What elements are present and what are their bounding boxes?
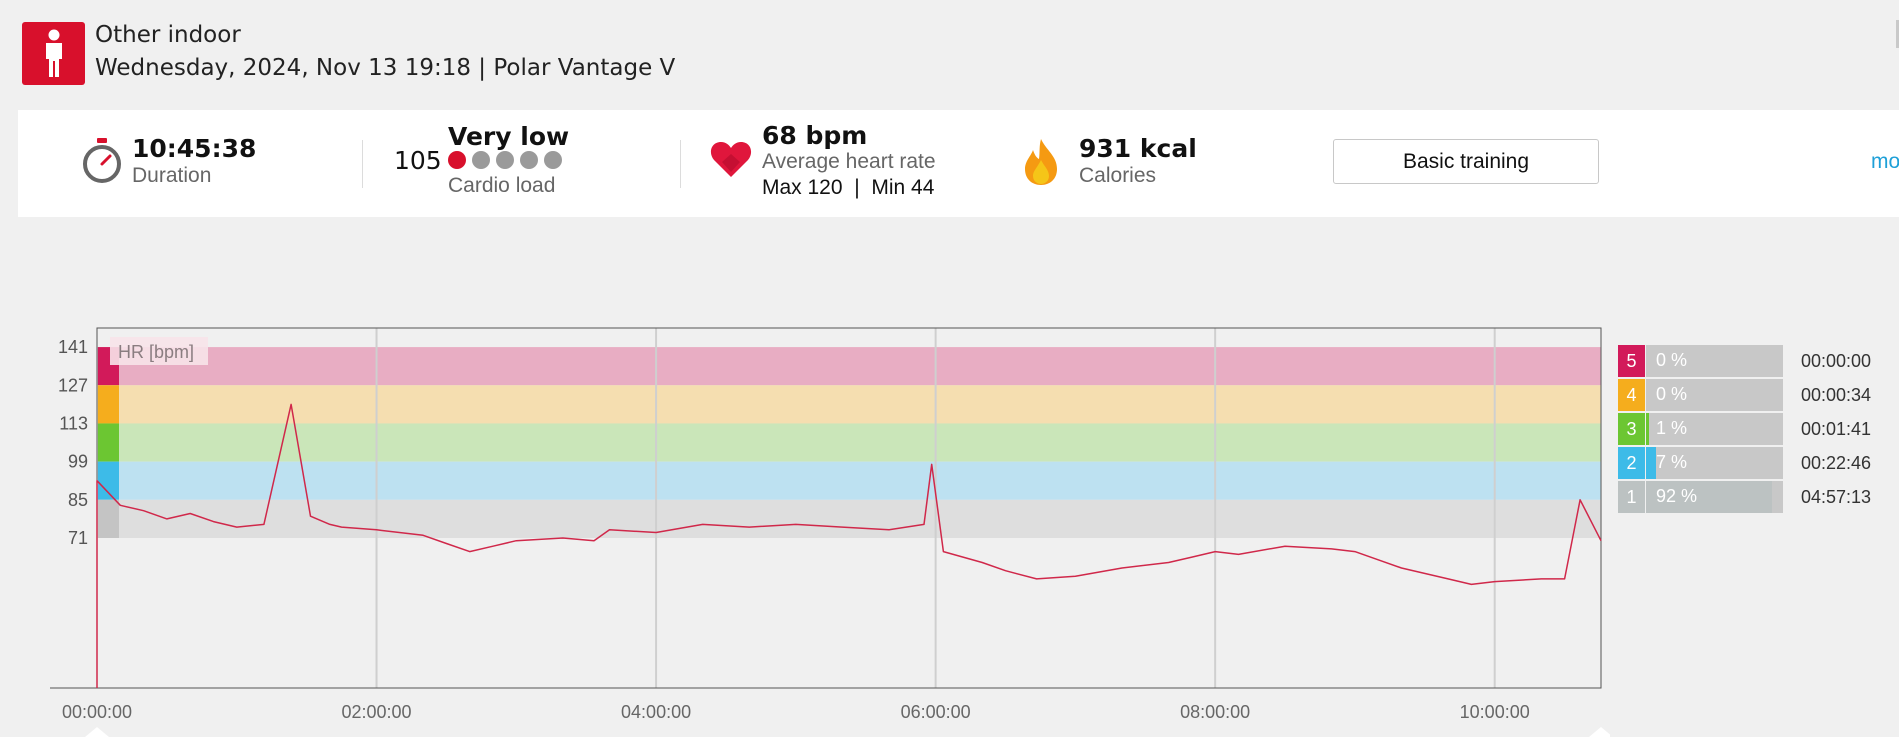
zone-percent: 7 %: [1656, 452, 1688, 472]
avg-hr-value: 68 bpm: [762, 121, 868, 150]
zone-number-5: 5: [1618, 345, 1645, 377]
ylabel-bg: [110, 337, 208, 365]
zone-number-2: 2: [1618, 447, 1645, 479]
zone-bar-4: 0 %: [1646, 379, 1783, 411]
zone-bar-fill: [1646, 447, 1656, 479]
zone-time: 00:00:00: [1801, 351, 1872, 371]
basic-training-button[interactable]: Basic training: [1333, 139, 1599, 184]
hr-line: [96, 403, 1602, 688]
x-tick-label: 10:00:00: [1460, 702, 1530, 722]
zone-time: 00:01:41: [1801, 419, 1872, 439]
zone-bar-1: 92 %: [1646, 481, 1783, 513]
hr-zone-marker-3: [98, 423, 119, 462]
hr-zone-band-1: [97, 499, 1601, 538]
summary-bar: 10:45:38 Duration 105 Very low Cardio lo…: [18, 110, 1899, 217]
zone-percent: 92 %: [1656, 486, 1698, 506]
divider: [680, 140, 681, 188]
heart-icon: [710, 140, 752, 183]
flame-icon: [1024, 138, 1058, 191]
hr-zone-marker-4: [98, 385, 119, 424]
hr-zone-band-2: [97, 461, 1601, 500]
hr-zone-marker-1: [98, 499, 119, 538]
zone-time: 00:22:46: [1801, 453, 1872, 473]
y-axis-label: HR [bpm]: [118, 342, 194, 362]
range-handle-right[interactable]: [1589, 727, 1610, 737]
scroll-edge: [1896, 20, 1899, 48]
cardio-load-value: 105: [394, 146, 442, 175]
y-tick-label: 85: [68, 490, 88, 510]
zone-percent: 0 %: [1656, 384, 1688, 404]
x-tick-label: 08:00:00: [1180, 702, 1250, 722]
zone-time: 00:00:34: [1801, 385, 1872, 405]
zone-bar-3: 1 %: [1646, 413, 1783, 445]
calories-label: Calories: [1079, 164, 1157, 187]
zone-bar-fill: [1646, 413, 1649, 445]
hr-zone-band-4: [97, 385, 1601, 424]
x-tick-label: 00:00:00: [62, 702, 132, 722]
zone-number-1: 1: [1618, 481, 1645, 513]
cardio-load-dot: [448, 151, 466, 169]
avg-hr-label: Average heart rate: [762, 150, 936, 173]
hr-zone-marker-2: [98, 461, 119, 500]
cardio-load-dot: [520, 151, 538, 169]
zone-time: 04:57:13: [1801, 487, 1872, 507]
x-tick-label: 04:00:00: [621, 702, 691, 722]
cardio-level: Very low: [448, 122, 570, 151]
zone-bar-fill: [1646, 481, 1773, 513]
y-tick-label: 71: [68, 528, 88, 548]
zone-number-4: 4: [1618, 379, 1645, 411]
cardio-load-dot: [472, 151, 490, 169]
hr-max-min: Max 120 | Min 44: [762, 176, 935, 199]
sport-title: Other indoor: [95, 22, 241, 48]
duration-label: Duration: [132, 164, 212, 187]
x-tick-label: 02:00:00: [342, 702, 412, 722]
range-handle-left[interactable]: [85, 727, 109, 737]
hr-zone-band-5: [97, 347, 1601, 386]
y-tick-label: 99: [68, 452, 88, 472]
cardio-load-dot: [544, 151, 562, 169]
hr-zone-band-3: [97, 423, 1601, 462]
cardio-load-label: Cardio load: [448, 174, 556, 197]
heart-rate-chart[interactable]: 141 127 113 99 85 71 00:00:00 02:00:00 04:00:00…: [0, 320, 1610, 737]
cardio-load-dots: [448, 151, 562, 169]
stopwatch-icon: [80, 137, 124, 190]
y-tick-label: 127: [58, 375, 88, 395]
zone-bar-5: 0 %: [1646, 345, 1783, 377]
calories-value: 931 kcal: [1079, 134, 1197, 163]
y-tick-label: 113: [59, 413, 88, 433]
cardio-load-dot: [496, 151, 514, 169]
zone-percent: 1 %: [1656, 418, 1688, 438]
session-subtitle: Wednesday, 2024, Nov 13 19:18 | Polar Va…: [95, 55, 676, 81]
more-link[interactable]: mo: [1871, 150, 1899, 173]
y-tick-label: 141: [58, 337, 88, 357]
zone-percent: 0 %: [1656, 350, 1688, 370]
zone-number-3: 3: [1618, 413, 1645, 445]
person-icon: [22, 22, 85, 85]
duration-value: 10:45:38: [132, 134, 257, 163]
zone-bar-2: 7 %: [1646, 447, 1783, 479]
x-tick-label: 06:00:00: [901, 702, 971, 722]
divider: [362, 140, 363, 188]
